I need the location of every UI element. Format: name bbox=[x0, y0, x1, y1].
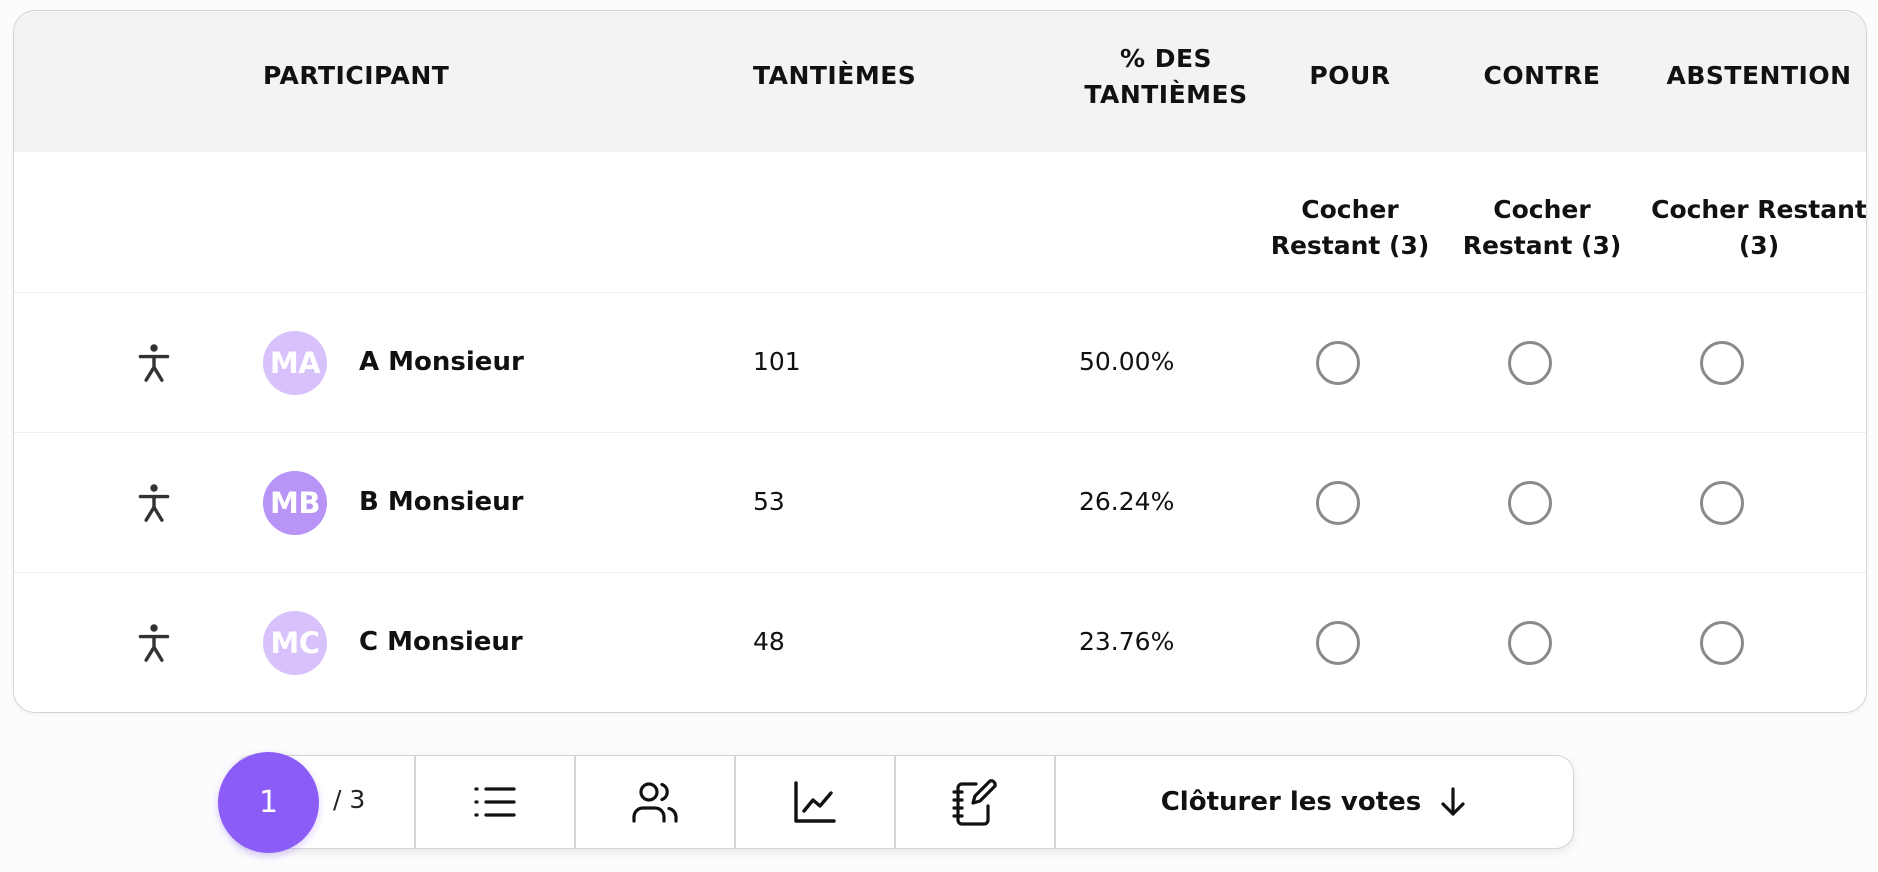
table-row: MB B Monsieur 53 26.24% bbox=[14, 432, 1866, 572]
list-button[interactable] bbox=[415, 756, 574, 848]
cocher-restant-abstention[interactable]: Cocher Restant (3) bbox=[1650, 192, 1867, 264]
cocher-pour-line2: Restant (3) bbox=[1270, 231, 1430, 260]
notes-button[interactable] bbox=[895, 756, 1054, 848]
header-pct-line2: TANTIÈMES bbox=[1084, 80, 1248, 109]
pct-value: 23.76% bbox=[1079, 627, 1175, 656]
table-header: PARTICIPANT TANTIÈMES % DES TANTIÈMES PO… bbox=[14, 11, 1866, 152]
tantiemes-value: 101 bbox=[753, 347, 801, 376]
table-row: MA A Monsieur 101 50.00% bbox=[14, 292, 1866, 432]
radio-pour[interactable] bbox=[1316, 621, 1360, 665]
participants-button[interactable] bbox=[575, 756, 734, 848]
header-pct-tantiemes: % DES TANTIÈMES bbox=[1076, 41, 1256, 113]
cocher-abstention-line2: (3) bbox=[1738, 231, 1780, 260]
cocher-contre-line2: Restant (3) bbox=[1462, 231, 1622, 260]
close-votes-button[interactable]: Clôturer les votes bbox=[1055, 756, 1573, 848]
cocher-contre-line1: Cocher bbox=[1493, 195, 1591, 224]
chart-line-icon bbox=[793, 781, 836, 823]
radio-contre[interactable] bbox=[1508, 341, 1552, 385]
person-icon bbox=[138, 624, 170, 662]
person-icon bbox=[138, 484, 170, 522]
radio-abstention[interactable] bbox=[1700, 341, 1744, 385]
tantiemes-value: 48 bbox=[753, 627, 785, 656]
current-page-indicator[interactable]: 1 bbox=[218, 752, 319, 853]
page-total: / 3 bbox=[333, 785, 366, 814]
avatar: MA bbox=[263, 331, 327, 395]
avatar: MC bbox=[263, 611, 327, 675]
avatar: MB bbox=[263, 471, 327, 535]
bottom-toolbar: Clôturer les votes bbox=[234, 755, 1574, 849]
radio-contre[interactable] bbox=[1508, 481, 1552, 525]
radio-abstention[interactable] bbox=[1700, 481, 1744, 525]
table-row: MC C Monsieur 48 23.76% bbox=[14, 572, 1866, 712]
votes-table: PARTICIPANT TANTIÈMES % DES TANTIÈMES PO… bbox=[13, 10, 1867, 713]
participant-name: C Monsieur bbox=[359, 627, 523, 657]
cocher-restant-row: Cocher Restant (3) Cocher Restant (3) Co… bbox=[14, 152, 1866, 292]
toolbar-divider bbox=[1054, 756, 1056, 848]
participant-name: B Monsieur bbox=[359, 487, 524, 517]
radio-abstention[interactable] bbox=[1700, 621, 1744, 665]
toolbar-divider bbox=[894, 756, 896, 848]
users-icon bbox=[631, 782, 678, 823]
header-participant: PARTICIPANT bbox=[263, 61, 450, 90]
cocher-abstention-line1: Cocher Restant bbox=[1651, 195, 1867, 224]
cocher-restant-contre[interactable]: Cocher Restant (3) bbox=[1442, 192, 1642, 264]
toolbar-divider bbox=[414, 756, 416, 848]
header-tantiemes: TANTIÈMES bbox=[753, 61, 917, 90]
list-icon bbox=[473, 787, 516, 817]
participant-name: A Monsieur bbox=[359, 347, 524, 377]
header-abstention: ABSTENTION bbox=[1666, 61, 1852, 90]
arrow-down-icon bbox=[1441, 787, 1465, 816]
close-votes-label: Clôturer les votes bbox=[1160, 787, 1422, 817]
pct-value: 26.24% bbox=[1079, 487, 1175, 516]
radio-pour[interactable] bbox=[1316, 341, 1360, 385]
cocher-restant-pour[interactable]: Cocher Restant (3) bbox=[1250, 192, 1450, 264]
header-pour: POUR bbox=[1309, 61, 1391, 90]
person-icon bbox=[138, 344, 170, 382]
notebook-pen-icon bbox=[951, 779, 997, 826]
pct-value: 50.00% bbox=[1079, 347, 1175, 376]
radio-contre[interactable] bbox=[1508, 621, 1552, 665]
header-pct-line1: % DES bbox=[1119, 44, 1213, 73]
header-contre: CONTRE bbox=[1483, 61, 1601, 90]
tantiemes-value: 53 bbox=[753, 487, 785, 516]
radio-pour[interactable] bbox=[1316, 481, 1360, 525]
chart-button[interactable] bbox=[735, 756, 894, 848]
cocher-pour-line1: Cocher bbox=[1301, 195, 1399, 224]
toolbar-divider bbox=[734, 756, 736, 848]
toolbar-divider bbox=[574, 756, 576, 848]
